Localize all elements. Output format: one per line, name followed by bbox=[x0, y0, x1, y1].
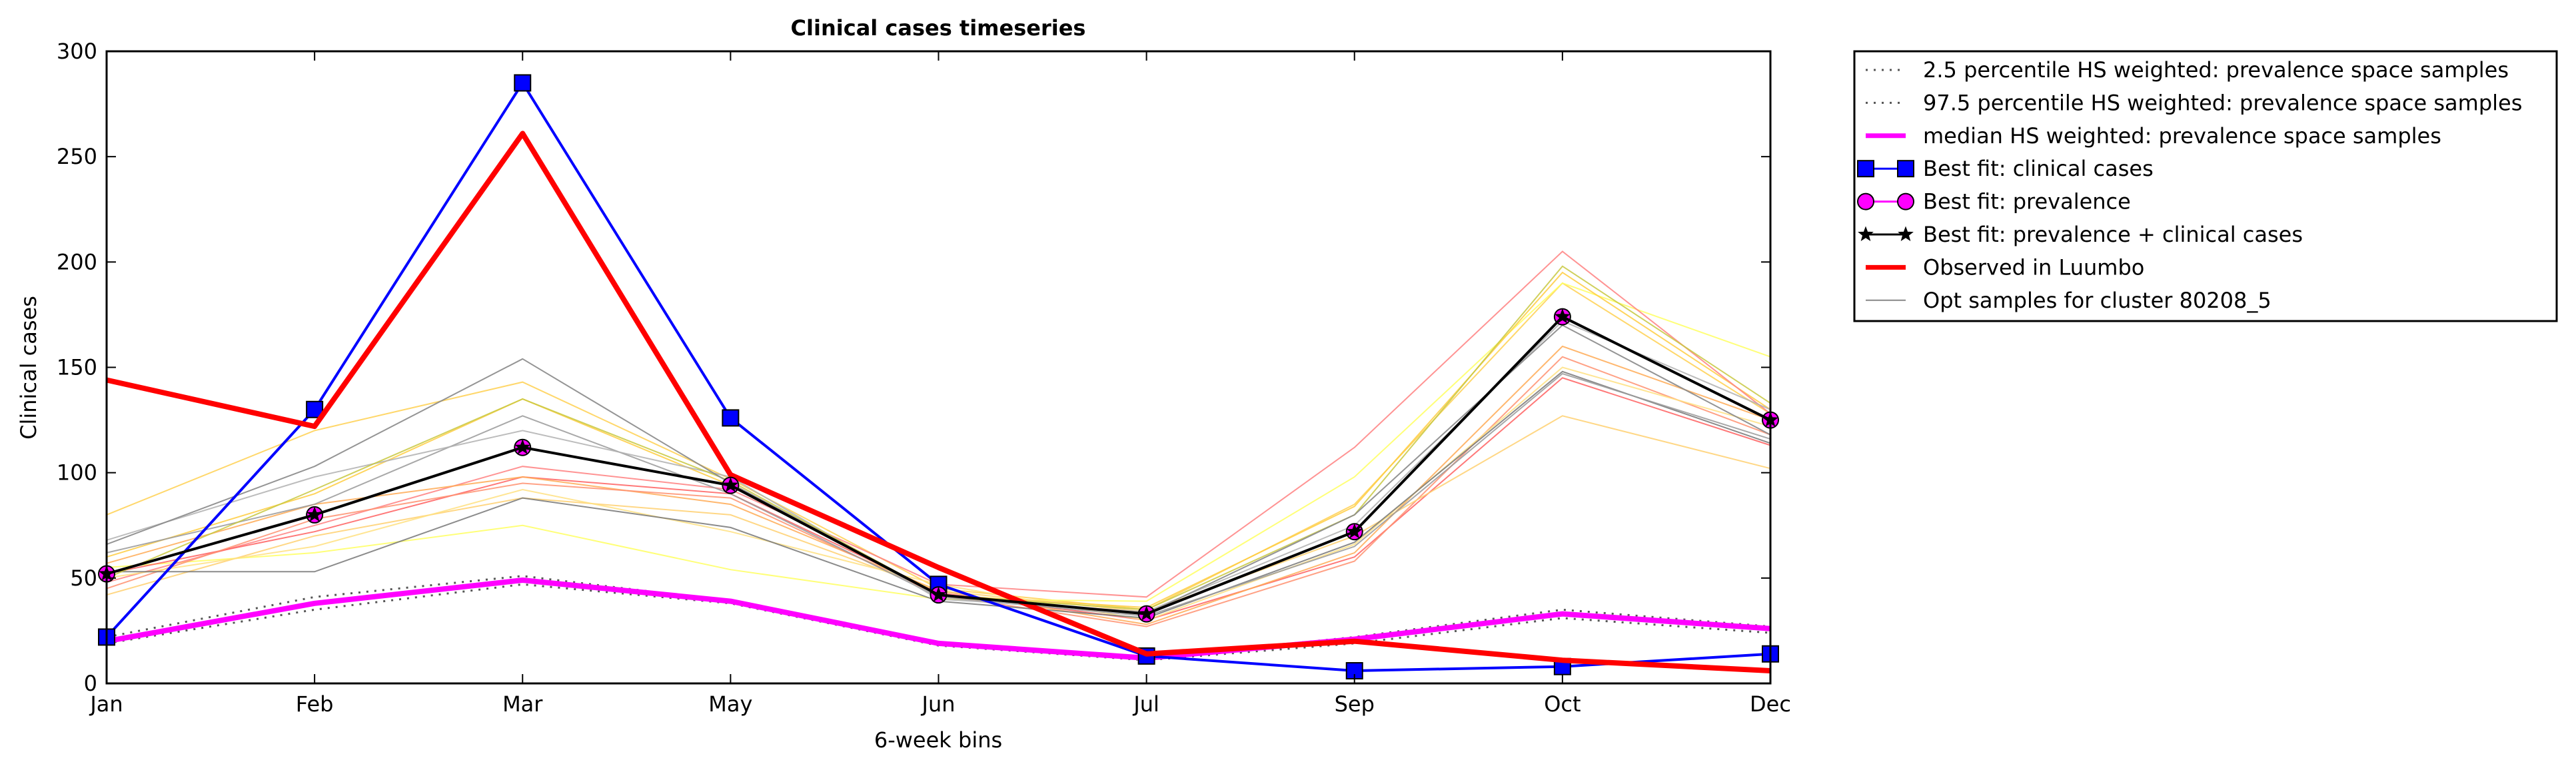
series-3-point-2 bbox=[514, 74, 532, 92]
series-2 bbox=[106, 578, 1771, 661]
series-lines bbox=[98, 74, 1779, 680]
sample-line-1 bbox=[106, 282, 1771, 602]
series-5-point-5 bbox=[1138, 605, 1155, 621]
legend-item-6: Observed in Luumbo bbox=[1866, 254, 2144, 280]
x-tick-label-2: Mar bbox=[502, 691, 543, 717]
series-5-point-6 bbox=[1346, 523, 1363, 539]
sample-line-0 bbox=[106, 282, 1771, 611]
series-5-point-3 bbox=[722, 477, 739, 492]
legend-frame bbox=[1853, 50, 2558, 322]
y-tick-label-1: 50 bbox=[70, 566, 97, 591]
x-tick-label-0: Jan bbox=[89, 691, 123, 717]
y-tick-label-6: 300 bbox=[57, 39, 97, 64]
legend-label-4: Best fit: prevalence bbox=[1923, 189, 2131, 214]
legend-label-5: Best fit: prevalence + clinical cases bbox=[1923, 222, 2303, 247]
legend-marker-5-b bbox=[1898, 226, 1914, 242]
legend-label-2: median HS weighted: prevalence space sam… bbox=[1923, 123, 2441, 149]
x-tick-label-5: Jul bbox=[1132, 691, 1159, 717]
legend-label-1: 97.5 percentile HS weighted: prevalence … bbox=[1923, 90, 2522, 115]
series-line-2 bbox=[106, 578, 1771, 661]
series-5-point-1 bbox=[307, 506, 322, 522]
series-5 bbox=[99, 308, 1778, 621]
y-tick-label-4: 200 bbox=[57, 249, 97, 274]
legend-label-0: 2.5 percentile HS weighted: prevalence s… bbox=[1923, 57, 2509, 83]
sample-line-3 bbox=[106, 250, 1771, 598]
axis-ticks: Jan Feb Mar May Jun Jul Sep Oct Dec 0 50 100 150 200 2… bbox=[57, 39, 1791, 717]
x-tick-label-8: Dec bbox=[1750, 691, 1791, 717]
legend-item-2: median HS weighted: prevalence space sam… bbox=[1866, 123, 2441, 149]
legend-marker-4-a bbox=[1857, 193, 1874, 210]
legend: 2.5 percentile HS weighted: prevalence s… bbox=[1853, 50, 2558, 322]
legend-item-1: 97.5 percentile HS weighted: prevalence … bbox=[1866, 90, 2522, 115]
series-line-1 bbox=[106, 575, 1771, 659]
series-6 bbox=[106, 131, 1771, 673]
legend-marker-4-b bbox=[1897, 193, 1914, 210]
legend-marker-5-a bbox=[1858, 226, 1874, 242]
legend-marker-3-a bbox=[1857, 160, 1874, 178]
series-5-point-7 bbox=[1555, 308, 1571, 324]
legend-label-6: Observed in Luumbo bbox=[1923, 254, 2144, 280]
x-tick-label-6: Sep bbox=[1335, 691, 1375, 717]
legend-item-5: Best fit: prevalence + clinical cases bbox=[1858, 222, 2303, 247]
x-axis-label: 6-week bins bbox=[874, 727, 1002, 753]
series-3-point-3 bbox=[722, 409, 740, 427]
chart-title: Clinical cases timeseries bbox=[791, 15, 1086, 41]
x-tick-label-7: Oct bbox=[1544, 691, 1581, 717]
legend-label-7: Opt samples for cluster 80208_5 bbox=[1923, 288, 2271, 313]
legend-item-3: Best fit: clinical cases bbox=[1857, 156, 2154, 181]
series-5-point-4 bbox=[930, 586, 947, 602]
legend-item-0: 2.5 percentile HS weighted: prevalence s… bbox=[1866, 57, 2509, 83]
series-5-point-2 bbox=[514, 439, 531, 454]
legend-label-3: Best fit: clinical cases bbox=[1923, 156, 2154, 181]
series-1 bbox=[106, 575, 1771, 659]
y-tick-label-2: 100 bbox=[57, 460, 97, 486]
y-tick-label-5: 250 bbox=[57, 144, 97, 169]
series-line-6 bbox=[106, 131, 1771, 673]
x-tick-label-4: Jun bbox=[921, 691, 956, 717]
legend-marker-3-b bbox=[1897, 160, 1914, 178]
y-tick-label-3: 150 bbox=[57, 355, 97, 380]
legend-item-4: Best fit: prevalence bbox=[1857, 189, 2131, 214]
legend-item-7: Opt samples for cluster 80208_5 bbox=[1866, 288, 2271, 313]
y-axis-label: Clinical cases bbox=[16, 296, 41, 440]
x-tick-label-1: Feb bbox=[296, 691, 334, 717]
y-tick-label-0: 0 bbox=[84, 671, 97, 696]
x-tick-label-3: May bbox=[708, 691, 752, 717]
sample-line-12 bbox=[106, 265, 1771, 611]
